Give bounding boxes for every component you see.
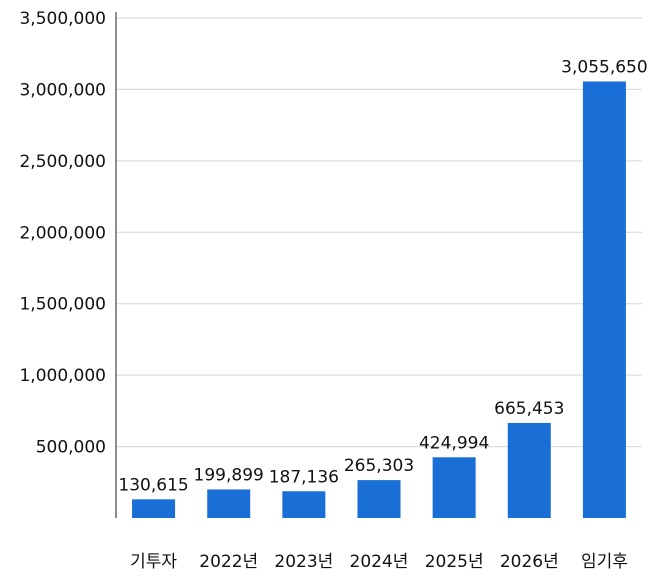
bar [507, 422, 551, 518]
x-category-label: 2022년 [199, 552, 258, 572]
bar-value-label: 3,055,650 [561, 57, 648, 77]
grid-layer [116, 17, 642, 448]
bar-value-label: 265,303 [344, 456, 414, 476]
bar [207, 489, 251, 518]
bar [432, 457, 476, 518]
y-tick-label: 1,500,000 [19, 295, 106, 315]
bar-value-label: 665,453 [494, 399, 564, 419]
bar-value-label: 199,899 [194, 465, 264, 485]
x-category-label: 기투자 [130, 552, 177, 572]
labels-layer: 500,000 1,000,000 1,500,000 2,000,000 2,500,… [19, 9, 647, 572]
bar-value-label: 130,615 [118, 475, 188, 495]
y-tick-label: 2,000,000 [19, 223, 106, 243]
bars-layer [132, 81, 626, 518]
y-tick-label: 3,000,000 [19, 80, 106, 100]
x-category-label: 2025년 [425, 552, 484, 572]
bar [357, 480, 401, 518]
x-category-label: 2026년 [500, 552, 559, 572]
y-tick-label: 1,000,000 [19, 366, 106, 386]
x-category-label: 2023년 [274, 552, 333, 572]
y-tick-label: 500,000 [36, 438, 106, 458]
bar [132, 499, 176, 518]
y-tick-label: 2,500,000 [19, 152, 106, 172]
x-category-label: 2024년 [350, 552, 409, 572]
bar-value-label: 424,994 [419, 433, 489, 453]
y-tick-label: 3,500,000 [19, 9, 106, 29]
bar-value-label: 187,136 [269, 467, 339, 487]
bar [282, 491, 326, 518]
x-category-label: 임기후 [581, 552, 628, 572]
bar [582, 81, 626, 518]
